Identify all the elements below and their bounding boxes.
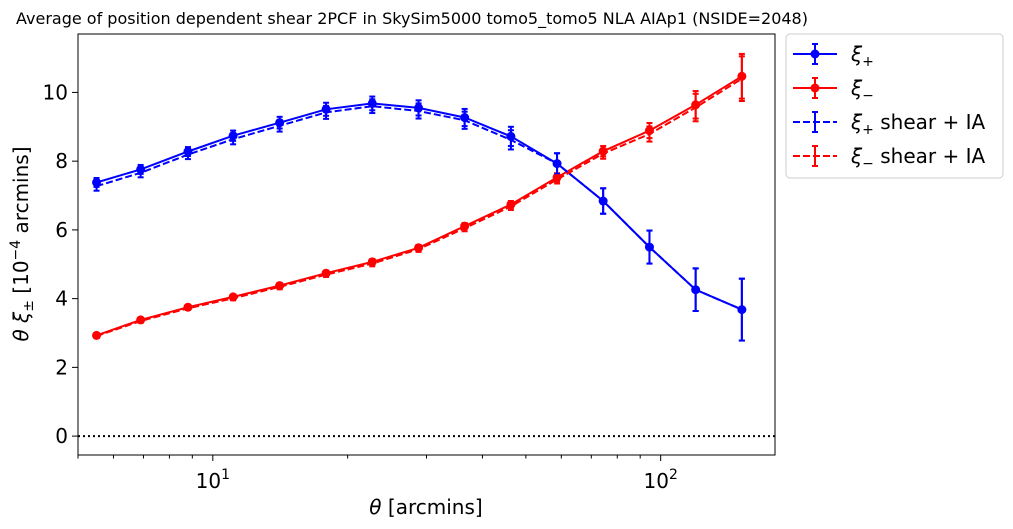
- y-tick-label: 8: [55, 149, 68, 173]
- y-tick-label: 6: [55, 218, 68, 242]
- x-tick-label: 102: [643, 467, 677, 493]
- legend-entry-0: ξ+: [793, 42, 874, 70]
- series-layer: [92, 52, 747, 342]
- legend-label: ξ+: [850, 42, 874, 70]
- series-2: [93, 98, 745, 342]
- y-tick-label: 0: [55, 424, 68, 448]
- legend-entry-2: ξ+ shear + IA: [793, 110, 985, 138]
- legend-entry-3: ξ− shear + IA: [793, 144, 985, 172]
- series-3: [93, 55, 745, 339]
- legend-swatch-marker: [810, 49, 820, 59]
- legend-frame: [785, 33, 1004, 179]
- legend-swatch-marker: [810, 83, 820, 93]
- chart-title: Average of position dependent shear 2PCF…: [16, 9, 808, 29]
- axis-layer: 0 2 4 6 8 10 101 102: [43, 80, 678, 493]
- legend-label: ξ−: [850, 76, 874, 104]
- legend-label: ξ+ shear + IA: [850, 110, 985, 138]
- y-tick-label: 4: [55, 287, 68, 311]
- x-axis-label: θ [arcmins]: [369, 495, 482, 519]
- y-tick-label: 2: [55, 355, 68, 379]
- x-tick-label: 101: [196, 467, 230, 493]
- y-tick-label: 10: [43, 80, 68, 104]
- legend: ξ+ ξ− ξ+ shear + IA ξ− shear + IA: [785, 33, 1004, 179]
- legend-label: ξ− shear + IA: [850, 144, 985, 172]
- legend-entry-1: ξ−: [793, 76, 874, 104]
- y-axis-label: θ ξ± [10−4 arcmins]: [8, 146, 37, 341]
